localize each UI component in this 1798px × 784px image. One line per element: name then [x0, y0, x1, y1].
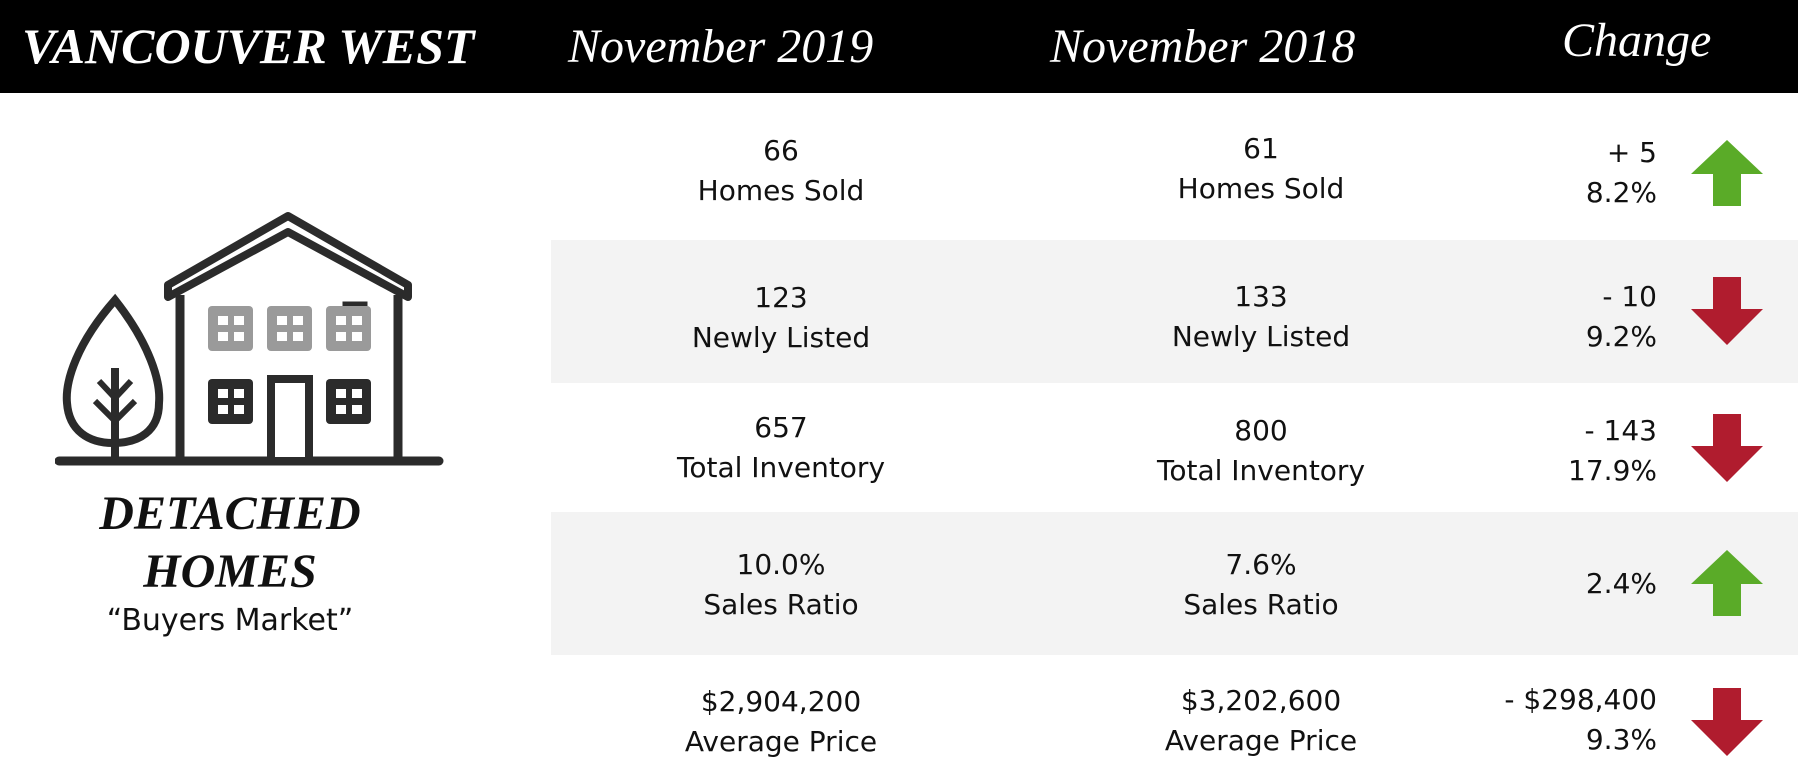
column-header-2018: November 2018 [1050, 20, 1356, 73]
change-cell: + 5 8.2% [1586, 133, 1657, 213]
table-row-total-inventory: 657 Total Inventory 800 Total Inventory … [551, 383, 1798, 512]
label-2018: Newly Listed [1171, 320, 1351, 353]
column-header-change: Change [1562, 14, 1712, 67]
label-2018: Total Inventory [1156, 454, 1366, 487]
change-value: - $298,400 [1504, 683, 1657, 716]
value-2019: $2,904,200 [700, 685, 862, 718]
value-2018: 133 [1234, 280, 1288, 313]
change-percent: 2.4% [1585, 567, 1657, 600]
change-percent: 8.2% [1585, 176, 1657, 209]
down-arrow-icon [1691, 277, 1763, 345]
value-2019: 657 [754, 411, 808, 444]
value-2019: 66 [763, 134, 799, 167]
cell-2019: 66 Homes Sold [601, 131, 961, 211]
change-percent: 9.2% [1585, 320, 1657, 353]
table-row-newly-listed: 123 Newly Listed 133 Newly Listed - 10 9… [551, 240, 1798, 383]
category-title: DETACHED HOMES [0, 485, 460, 601]
region-title: VANCOUVER WEST [22, 18, 475, 74]
cell-2019: 657 Total Inventory [601, 408, 961, 488]
change-value: - 10 [1602, 280, 1657, 313]
change-value: + 5 [1606, 136, 1657, 169]
table-row-homes-sold: 66 Homes Sold 61 Homes Sold + 5 8.2% [551, 93, 1798, 240]
label-2019: Total Inventory [676, 451, 886, 484]
label-2018: Average Price [1164, 724, 1358, 757]
change-cell: - $298,400 9.3% [1504, 680, 1657, 760]
category-panel: DETACHED HOMES “Buyers Market” [0, 93, 540, 784]
stats-table: 66 Homes Sold 61 Homes Sold + 5 8.2% 123… [551, 93, 1798, 784]
down-arrow-icon [1691, 688, 1763, 756]
up-arrow-icon [1691, 140, 1763, 206]
cell-2018: 7.6% Sales Ratio [1081, 545, 1441, 625]
value-2018: 800 [1234, 414, 1288, 447]
market-condition-label: “Buyers Market” [106, 603, 354, 638]
label-2018: Sales Ratio [1183, 588, 1339, 621]
value-2018: 61 [1243, 132, 1279, 165]
column-header-2019: November 2019 [568, 20, 874, 73]
cell-2019: 123 Newly Listed [601, 278, 961, 358]
cell-2019: 10.0% Sales Ratio [601, 545, 961, 625]
cell-2018: 61 Homes Sold [1081, 129, 1441, 209]
change-percent: 9.3% [1585, 723, 1657, 756]
up-arrow-icon [1691, 550, 1763, 616]
cell-2018: $3,202,600 Average Price [1081, 681, 1441, 761]
cell-2018: 800 Total Inventory [1081, 411, 1441, 491]
value-2018: 7.6% [1225, 548, 1297, 581]
change-cell: 2.4% [1586, 564, 1657, 604]
label-2019: Newly Listed [691, 321, 871, 354]
table-row-sales-ratio: 10.0% Sales Ratio 7.6% Sales Ratio 2.4% [551, 512, 1798, 655]
cell-2019: $2,904,200 Average Price [601, 682, 961, 762]
label-2018: Homes Sold [1177, 172, 1345, 205]
change-percent: 17.9% [1568, 454, 1657, 487]
change-value: - 143 [1584, 414, 1657, 447]
value-2018: $3,202,600 [1180, 684, 1342, 717]
value-2019: 123 [754, 281, 808, 314]
category-title-line1: DETACHED [99, 487, 361, 540]
change-cell: - 10 9.2% [1586, 277, 1657, 357]
label-2019: Homes Sold [697, 174, 865, 207]
change-cell: - 143 17.9% [1568, 411, 1657, 491]
down-arrow-icon [1691, 414, 1763, 482]
header-bar: VANCOUVER WEST November 2019 November 20… [0, 0, 1798, 93]
value-2019: 10.0% [736, 548, 826, 581]
house-with-tree-icon [55, 212, 444, 466]
table-row-average-price: $2,904,200 Average Price $3,202,600 Aver… [551, 655, 1798, 784]
label-2019: Average Price [684, 725, 878, 758]
label-2019: Sales Ratio [703, 588, 859, 621]
cell-2018: 133 Newly Listed [1081, 277, 1441, 357]
category-title-line2: HOMES [143, 545, 317, 598]
